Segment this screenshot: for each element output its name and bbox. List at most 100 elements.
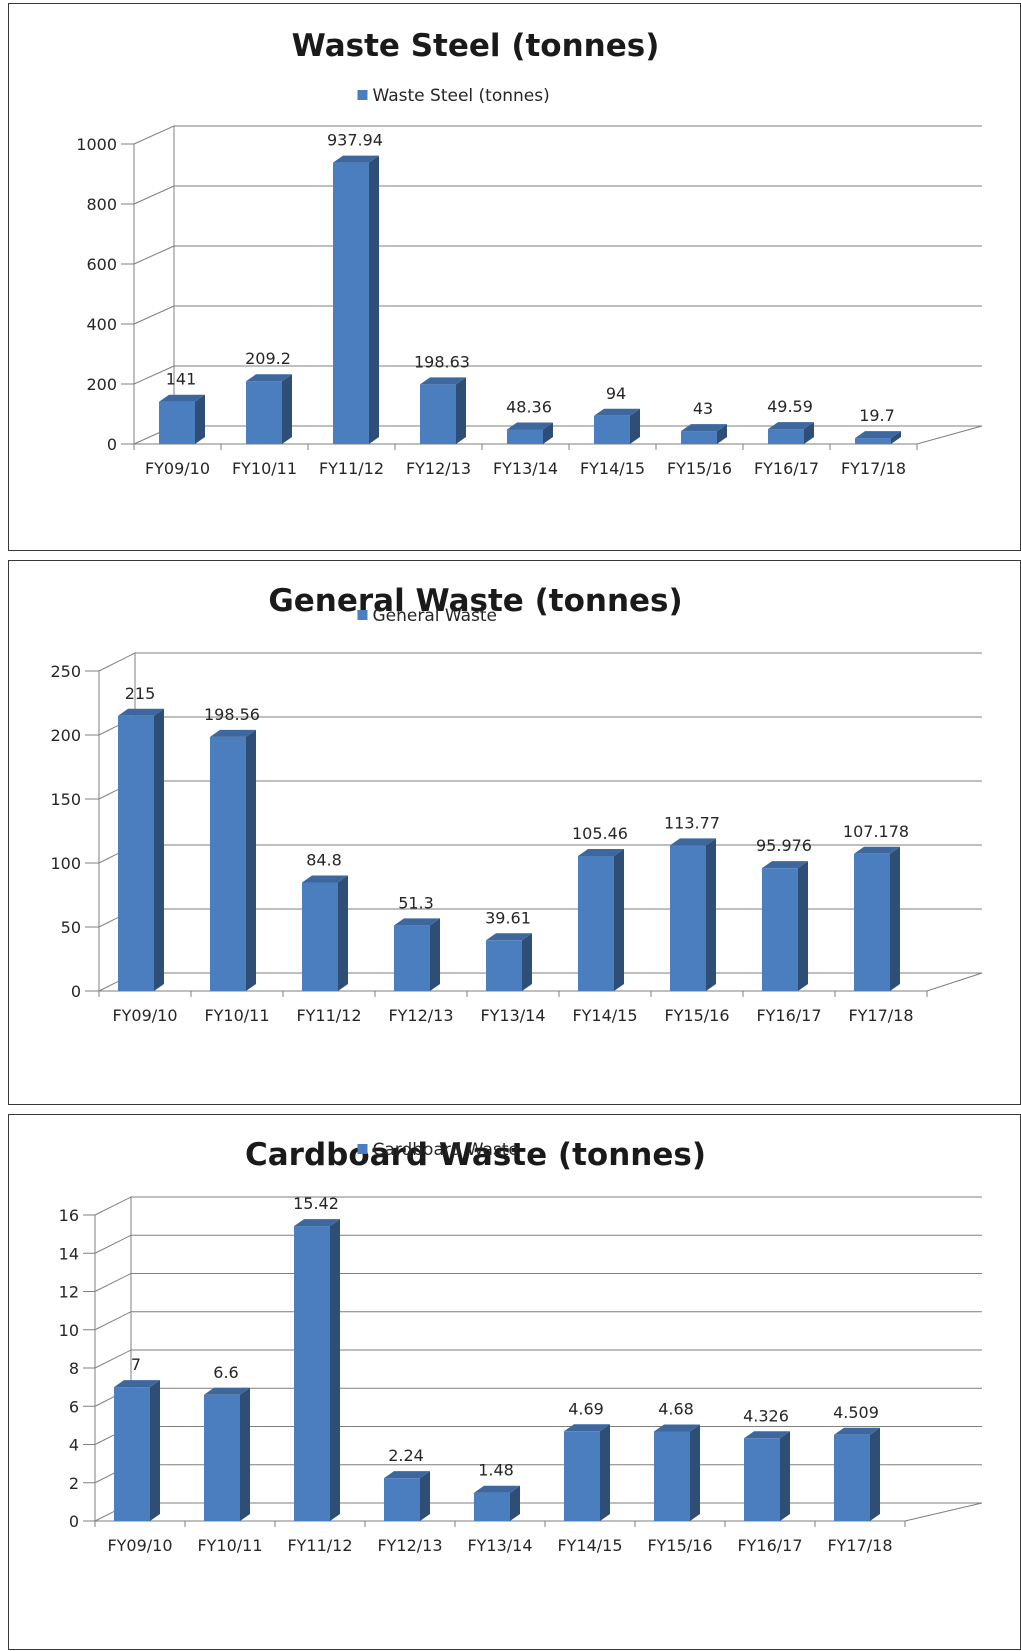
gridline-side <box>94 1273 132 1292</box>
y-tick-label: 0 <box>69 1512 79 1531</box>
chart-panel-waste-steel: Waste Steel (tonnes) Waste Steel (tonnes)… <box>8 3 1021 551</box>
bar-group <box>681 424 727 444</box>
x-tick-label: FY17/18 <box>848 1006 913 1025</box>
bar-group <box>114 1380 160 1521</box>
bar-top <box>670 838 716 846</box>
bar-group <box>474 1485 520 1521</box>
bar-side <box>420 1471 430 1521</box>
bar-group <box>302 875 348 991</box>
bar <box>204 1394 240 1521</box>
x-tick-label: FY15/16 <box>664 1006 729 1025</box>
x-tick-label: FY13/14 <box>480 1006 545 1025</box>
bar <box>118 715 154 991</box>
legend-swatch <box>357 1144 368 1154</box>
data-label: 19.7 <box>859 406 895 425</box>
y-tick-label: 16 <box>59 1206 79 1225</box>
x-tick-label: FY12/13 <box>406 459 471 478</box>
y-tick-label: 200 <box>86 375 117 394</box>
bar-side <box>690 1424 700 1521</box>
y-tick-label: 0 <box>107 435 117 454</box>
data-label: 48.36 <box>506 397 552 416</box>
bar-top <box>420 377 466 385</box>
bar-top <box>204 1387 250 1395</box>
x-tick-label: FY17/18 <box>827 1536 892 1555</box>
bar-group <box>578 849 624 991</box>
data-label: 6.6 <box>213 1363 238 1382</box>
bar-top <box>564 1424 610 1432</box>
bar-side <box>510 1485 520 1521</box>
bar-side <box>195 394 205 444</box>
bar-group <box>486 933 532 991</box>
bar-side <box>282 374 292 444</box>
bar-group <box>333 155 379 445</box>
chart-title: Cardboard Waste (tonnes) <box>245 1137 706 1173</box>
bar-top <box>768 422 814 430</box>
bar <box>768 429 804 444</box>
data-label: 209.2 <box>245 349 291 368</box>
y-tick-label: 800 <box>86 195 117 214</box>
y-tick-label: 12 <box>59 1283 79 1302</box>
bar <box>394 925 430 991</box>
bar-top <box>474 1485 520 1493</box>
data-label: 2.24 <box>388 1446 424 1465</box>
data-label: 1.48 <box>478 1461 514 1480</box>
bar-side <box>240 1387 250 1521</box>
bar-side <box>717 424 727 444</box>
bar-group <box>210 729 256 991</box>
x-tick-label: FY14/15 <box>557 1536 622 1555</box>
bar <box>294 1226 330 1521</box>
y-tick-label: 0 <box>71 982 81 1001</box>
bar-side <box>543 422 553 444</box>
y-tick-label: 600 <box>86 255 117 274</box>
data-label: 4.509 <box>833 1403 879 1422</box>
bar-top <box>855 431 901 439</box>
data-label: 39.61 <box>485 908 531 927</box>
bar <box>384 1478 420 1521</box>
gridline-side <box>133 305 175 325</box>
gridline-side <box>133 245 175 265</box>
chart-panel-general-waste: General Waste (tonnes) General Waste 0 50 10… <box>8 560 1021 1105</box>
bar <box>474 1492 510 1521</box>
bar <box>114 1387 150 1521</box>
data-label: 141 <box>166 370 197 389</box>
y-tick-label: 100 <box>50 854 81 873</box>
gridlines <box>133 125 982 445</box>
x-tick-label: FY15/16 <box>667 459 732 478</box>
bar-group <box>394 918 440 991</box>
bar <box>210 736 246 991</box>
legend-label: General Waste <box>373 606 498 626</box>
y-tick-label: 400 <box>86 315 117 334</box>
data-label: 105.46 <box>572 824 628 843</box>
x-tick-label: FY13/14 <box>493 459 558 478</box>
bar-group <box>594 408 640 444</box>
bar-top <box>744 1431 790 1439</box>
bar-side <box>456 377 466 444</box>
y-tick-label: 4 <box>69 1436 79 1455</box>
data-label: 4.68 <box>658 1399 694 1418</box>
y-tick-label: 200 <box>50 726 81 745</box>
chart-title: General Waste (tonnes) <box>268 583 682 619</box>
bar <box>333 162 369 445</box>
y-tick-label: 250 <box>50 662 81 681</box>
bar-side <box>369 155 379 445</box>
bar <box>670 845 706 991</box>
x-tick-label: FY13/14 <box>467 1536 532 1555</box>
bar <box>594 415 630 444</box>
y-tick-label: 8 <box>69 1359 79 1378</box>
x-tick-label: FY14/15 <box>572 1006 637 1025</box>
data-label: 7 <box>131 1355 141 1374</box>
data-label: 198.63 <box>414 352 470 371</box>
bar-side <box>246 729 256 991</box>
x-tick-label: FY09/10 <box>145 459 210 478</box>
x-tick-label: FY11/12 <box>296 1006 361 1025</box>
bar-top <box>681 424 727 432</box>
bar-group <box>204 1387 250 1521</box>
waste-steel-chart: Waste Steel (tonnes) Waste Steel (tonnes)… <box>76 28 983 478</box>
bar-top <box>118 708 164 716</box>
x-tick-label: FY09/10 <box>112 1006 177 1025</box>
x-tick-label: FY10/11 <box>197 1536 262 1555</box>
legend: Waste Steel (tonnes) <box>357 86 550 106</box>
bar-top <box>594 408 640 416</box>
bar-group <box>654 1424 700 1521</box>
cardboard-waste-chart: Cardboard Waste (tonnes)Cardboard Waste 0… <box>59 1137 983 1555</box>
